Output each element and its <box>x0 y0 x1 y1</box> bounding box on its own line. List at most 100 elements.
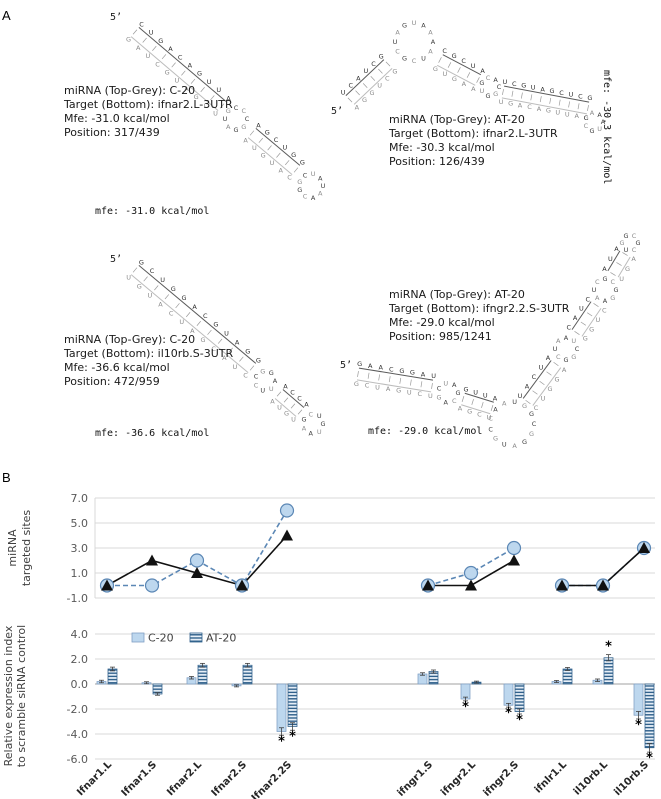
svg-text:C: C <box>527 103 532 111</box>
svg-text:G: G <box>522 402 527 410</box>
svg-text:A: A <box>192 303 197 311</box>
structure-annotation: miRNA (Top-Grey): AT-20 Target (Bottom):… <box>389 113 558 169</box>
svg-text:C: C <box>595 278 600 286</box>
svg-text:G: G <box>379 53 384 61</box>
annotation-line: miRNA (Top-Grey): AT-20 <box>389 113 525 126</box>
svg-text:C: C <box>139 20 144 28</box>
annotation-line: Mfe: -36.6 kcal/mol <box>64 361 170 374</box>
svg-text:il10rb.L: il10rb.L <box>572 759 611 798</box>
svg-text:C-20: C-20 <box>148 632 174 645</box>
svg-text:C: C <box>584 114 589 122</box>
annotation-line: Target (Bottom): ifnar2.L-3UTR <box>389 127 558 140</box>
svg-text:U: U <box>608 255 613 263</box>
svg-text:A: A <box>273 377 278 385</box>
svg-text:A: A <box>546 354 551 362</box>
svg-text:G: G <box>410 369 415 377</box>
svg-text:U: U <box>393 38 398 46</box>
annotation-line: Target (Bottom): ifngr2.2.S-3UTR <box>389 302 570 315</box>
svg-text:A: A <box>318 190 323 198</box>
svg-text:C: C <box>486 74 491 82</box>
svg-text:U: U <box>565 110 570 118</box>
svg-text:G: G <box>362 96 367 104</box>
svg-text:U: U <box>179 318 184 326</box>
svg-text:G: G <box>137 283 142 291</box>
svg-text:A: A <box>574 112 579 120</box>
svg-text:G: G <box>392 67 397 75</box>
svg-text:U: U <box>571 337 576 345</box>
svg-text:C: C <box>512 80 517 88</box>
svg-text:*: * <box>462 700 469 715</box>
svg-text:C: C <box>437 385 442 393</box>
svg-text:U: U <box>213 110 218 118</box>
svg-text:U: U <box>471 62 476 70</box>
svg-text:U: U <box>233 363 238 371</box>
svg-text:G: G <box>635 239 640 247</box>
svg-text:U: U <box>223 115 228 123</box>
five-prime-label: 5’ <box>110 12 123 23</box>
svg-text:A: A <box>564 334 569 342</box>
svg-text:C: C <box>461 57 466 65</box>
svg-text:A: A <box>428 29 433 37</box>
svg-text:A: A <box>190 327 195 335</box>
svg-text:A: A <box>452 381 457 389</box>
mfe-label: mfe: -36.6 kcal/mol <box>95 428 210 439</box>
structure-annotation: miRNA (Top-Grey): AT-20 Target (Bottom):… <box>389 288 569 344</box>
svg-text:C: C <box>532 373 537 381</box>
svg-text:G: G <box>233 126 238 134</box>
svg-text:A: A <box>614 245 619 253</box>
svg-text:G: G <box>402 54 407 62</box>
svg-text:G: G <box>297 178 302 186</box>
svg-text:G: G <box>548 385 553 393</box>
svg-text:C: C <box>611 278 616 286</box>
svg-text:U: U <box>518 392 523 400</box>
svg-text:*: * <box>516 713 523 728</box>
svg-text:U: U <box>160 276 165 284</box>
svg-text:G: G <box>485 92 490 100</box>
svg-text:U: U <box>443 379 448 387</box>
svg-text:G: G <box>256 356 261 364</box>
svg-text:C: C <box>242 107 247 115</box>
svg-text:G: G <box>467 408 472 416</box>
svg-text:A: A <box>304 400 309 408</box>
svg-text:A: A <box>226 94 231 102</box>
svg-text:G: G <box>433 65 438 73</box>
svg-text:3.0: 3.0 <box>71 542 89 555</box>
svg-text:C: C <box>559 89 564 97</box>
svg-text:C: C <box>534 404 539 412</box>
svg-text:U: U <box>364 67 369 75</box>
svg-text:G: G <box>181 294 186 302</box>
five-prime-label: 5’ <box>110 254 123 265</box>
svg-text:A: A <box>168 45 173 53</box>
svg-text:A: A <box>525 383 530 391</box>
svg-text:C: C <box>497 83 502 91</box>
svg-text:U: U <box>539 364 544 372</box>
svg-text:G: G <box>399 367 404 375</box>
svg-text:-4.0: -4.0 <box>67 728 88 741</box>
svg-text:7.0: 7.0 <box>71 492 89 505</box>
svg-text:U: U <box>291 416 296 424</box>
svg-text:C: C <box>632 232 637 240</box>
svg-text:U: U <box>375 383 380 391</box>
svg-text:A: A <box>458 405 463 413</box>
svg-text:C: C <box>178 53 183 61</box>
svg-text:C: C <box>274 136 279 144</box>
svg-text:G: G <box>357 360 362 368</box>
svg-text:G: G <box>436 393 441 401</box>
svg-text:U: U <box>147 291 152 299</box>
svg-text:C: C <box>309 410 314 418</box>
svg-text:G: G <box>479 79 484 87</box>
svg-text:A: A <box>540 85 545 93</box>
structure-annotation: miRNA (Top-Grey): C-20 Target (Bottom): … <box>64 333 233 389</box>
svg-text:G: G <box>584 114 589 122</box>
svg-text:C: C <box>584 122 589 130</box>
svg-text:U: U <box>377 82 382 90</box>
svg-text:A: A <box>386 385 391 393</box>
svg-text:A: A <box>421 370 426 378</box>
svg-text:A: A <box>444 399 449 407</box>
svg-text:G: G <box>300 158 305 166</box>
svg-text:C: C <box>602 307 607 315</box>
svg-text:G: G <box>571 353 576 361</box>
svg-text:-6.0: -6.0 <box>67 753 88 766</box>
svg-text:A: A <box>243 137 248 145</box>
